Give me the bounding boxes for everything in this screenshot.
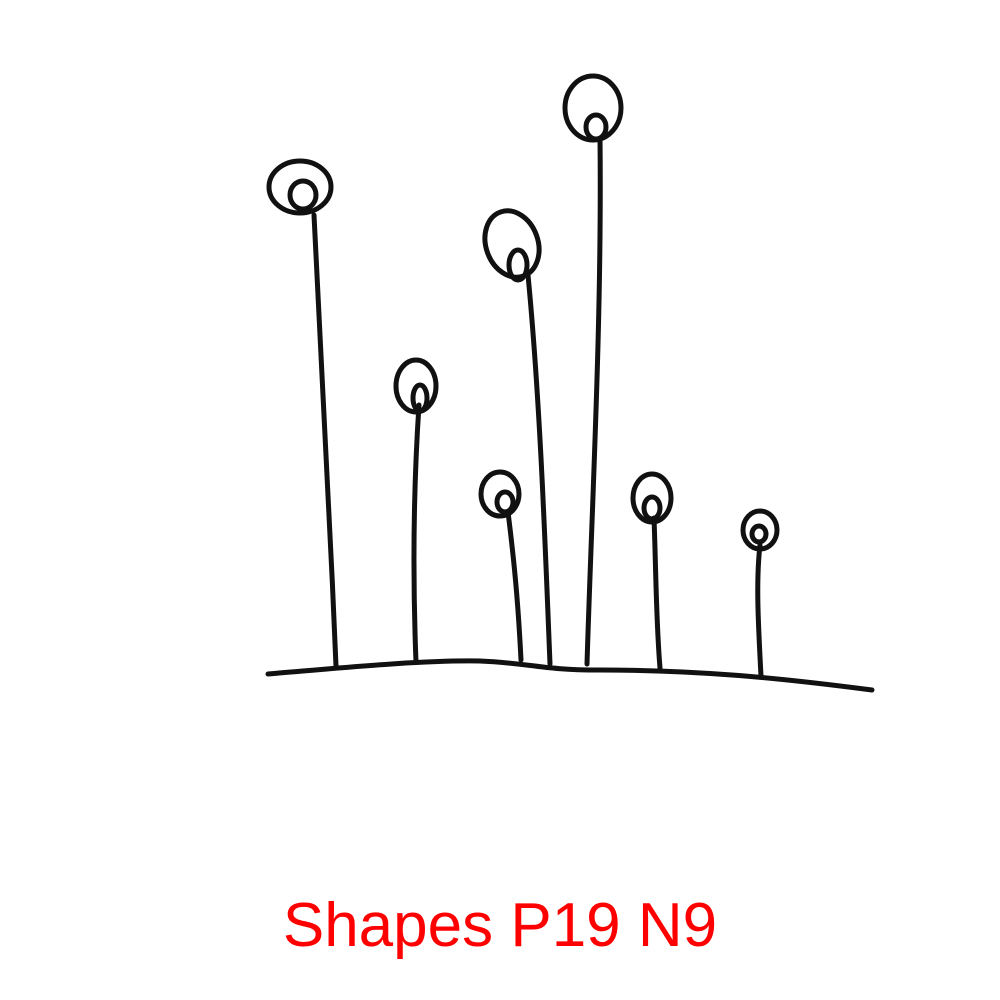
bulb-inner [506, 247, 530, 283]
stem [311, 212, 339, 669]
bulb-inner [749, 523, 769, 545]
bulb [630, 471, 674, 525]
stem [755, 542, 764, 679]
bulb-inner [641, 494, 663, 522]
ground [265, 658, 875, 693]
bulb [740, 508, 780, 552]
stem [411, 402, 422, 665]
sketch [265, 73, 875, 693]
stem [505, 509, 524, 663]
bulb-inner [410, 382, 430, 414]
bulb-inner [287, 178, 319, 212]
bulb [266, 158, 334, 216]
bulb [562, 73, 624, 143]
stem [651, 515, 663, 671]
bulb-inner [583, 112, 609, 142]
stem [584, 135, 603, 667]
stem [525, 272, 553, 667]
caption: Shapes P19 N9 [283, 891, 717, 960]
bulb-inner [494, 489, 516, 515]
bulb [478, 469, 522, 519]
